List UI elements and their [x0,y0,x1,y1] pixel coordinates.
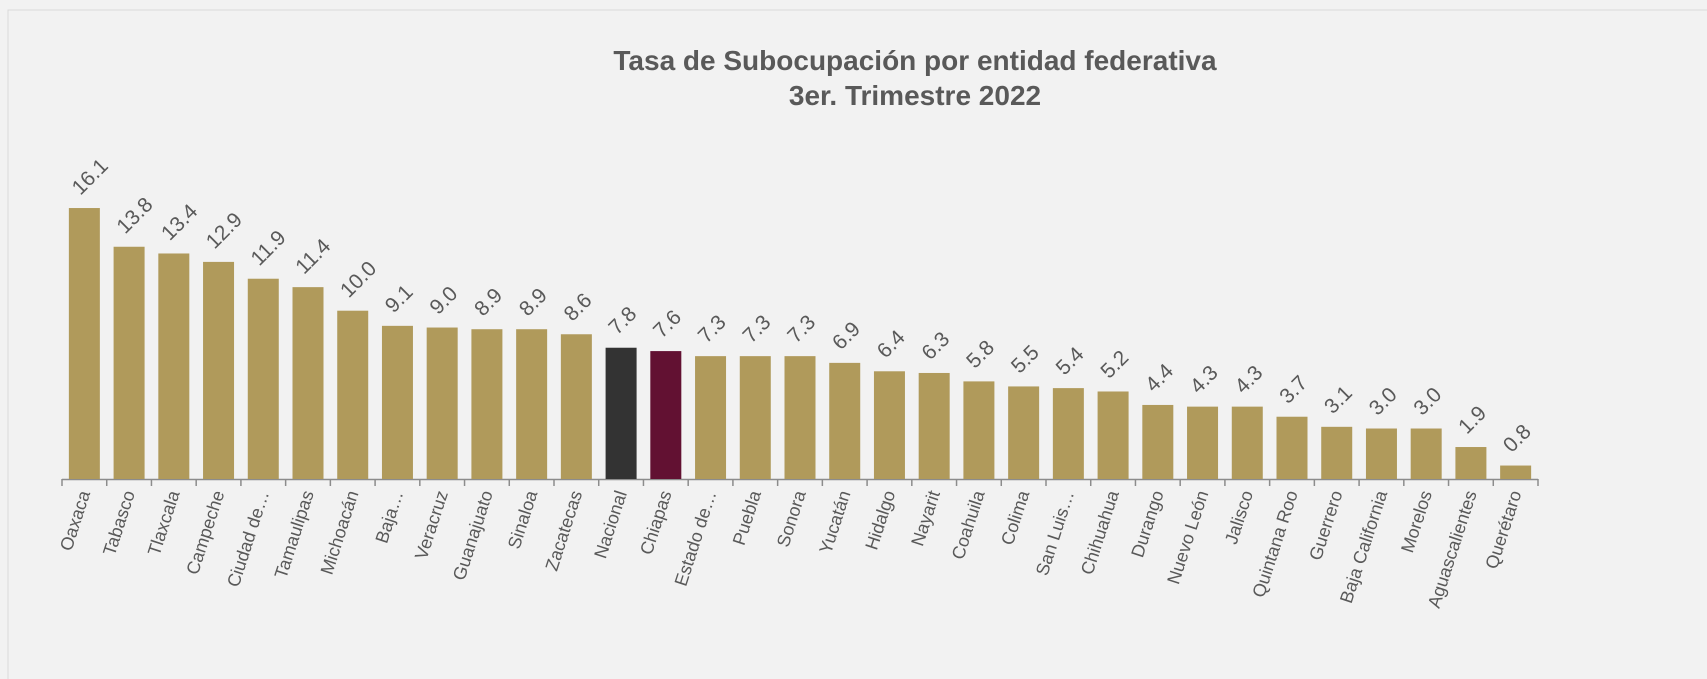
bar [1365,428,1397,479]
bar [739,356,771,479]
bar [292,287,324,479]
bar [337,310,369,479]
bar [1231,406,1263,479]
chart-frame [7,9,1707,679]
bar [1455,447,1487,479]
bar [963,381,995,479]
bar [784,356,816,479]
bar [247,278,279,479]
bar [1410,428,1442,479]
bar [381,325,413,479]
bar [560,334,592,479]
bar [1052,388,1084,479]
bar [918,372,950,479]
bar [1008,386,1040,479]
bar [158,253,190,479]
bar [426,327,458,479]
bar [829,362,861,479]
chart-title: Tasa de Subocupación por entidad federat… [613,45,1217,76]
bar [1097,391,1129,479]
bar [1500,465,1532,479]
bar [1142,404,1174,479]
bar [113,246,145,479]
bar [1187,406,1219,479]
bar [471,329,503,479]
bar [1276,416,1308,479]
chart-subtitle: 3er. Trimestre 2022 [789,80,1041,111]
bar [203,261,235,479]
bar [695,356,727,479]
bar [516,329,548,479]
bar [650,351,682,479]
bar [873,371,905,479]
bar [605,347,637,479]
bar [1321,426,1353,479]
bar [68,208,100,480]
